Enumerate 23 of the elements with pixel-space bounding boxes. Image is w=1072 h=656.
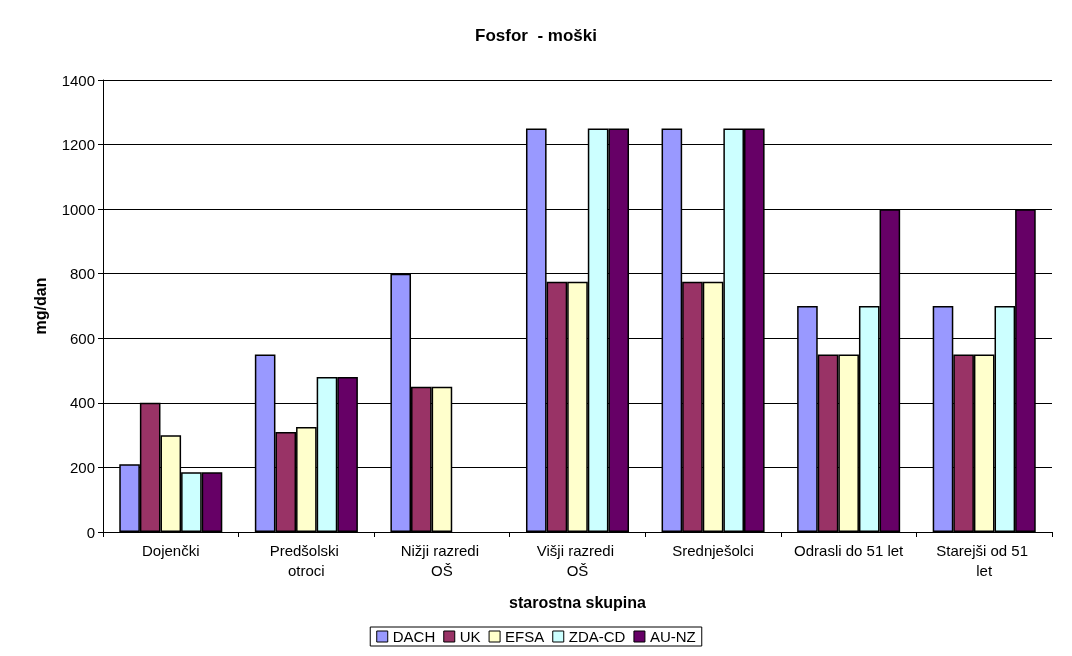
y-axis-title: mg/dan [31,277,49,335]
legend-label: EFSA [505,628,545,645]
legend-label: DACH [392,628,436,645]
y-tick-label: 1400 [61,71,95,89]
y-tick-label: 0 [86,523,95,541]
x-tick-label: Višji razredi OŠ [536,541,619,579]
x-tick-label: Srednješolci [672,541,754,559]
x-tick-label: Dojenčki [142,541,200,559]
y-tick-label: 600 [69,329,95,347]
x-axis-title: starostna skupina [509,593,647,611]
y-tick-label: 1200 [61,136,95,154]
x-tick-label: Starejši od 51 let [936,541,1033,579]
y-tick-label: 400 [69,394,95,412]
legend-label: UK [459,628,481,645]
x-tick-label: Nižji razredi OŠ [400,541,484,579]
y-tick-label: 800 [69,265,95,283]
legend-label: ZDA-CD [568,628,626,645]
x-tick-label: Odrasli do 51 let [794,541,905,559]
x-tick-label: Predšolski otroci [269,541,344,579]
y-tick-label: 1000 [61,200,95,218]
legend-label: AU-NZ [649,628,696,645]
chart-title: Fosfor - moški [475,26,597,45]
y-tick-label: 200 [69,458,95,476]
